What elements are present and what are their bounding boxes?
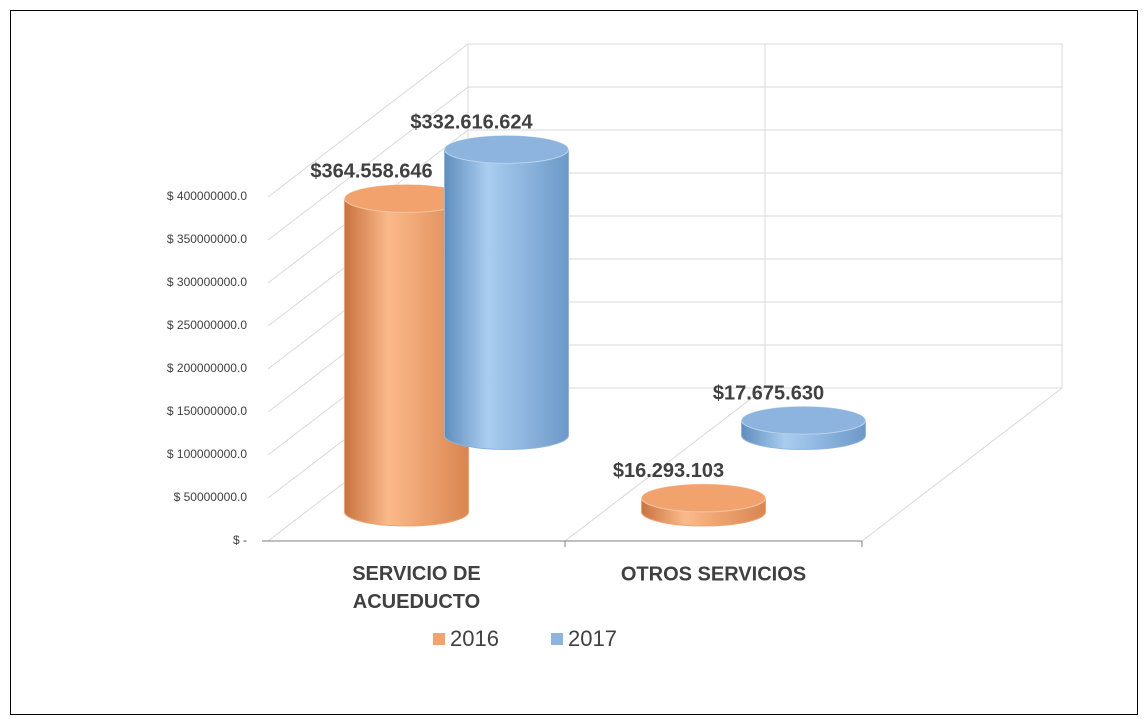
bar: [641, 497, 766, 527]
bar-top: [741, 405, 866, 435]
frame: [10, 10, 1138, 715]
value-label: $17.675.630: [713, 383, 824, 405]
bar-top: [444, 134, 569, 164]
bar-top: [641, 483, 766, 513]
x-tick-label-line: SERVICIO DE: [352, 563, 481, 585]
grid-line: [267, 86, 469, 241]
x-tick-label-line: ACUEDUCTO: [353, 591, 480, 613]
x-tick-label: SERVICIO DE ACUEDUCTO: [352, 563, 481, 613]
y-tick-label: $ 200000000.0: [167, 361, 247, 375]
y-tick-label: $ 50000000.0: [174, 490, 248, 504]
bar: [741, 420, 866, 450]
floor-edge: [564, 387, 766, 542]
y-tick-label: $ 400000000.0: [167, 189, 247, 203]
legend-swatch: [551, 633, 563, 645]
legend-label: 2016: [450, 626, 499, 651]
bar: [444, 149, 569, 450]
value-label: $16.293.103: [613, 460, 724, 482]
y-tick-label: $ 300000000.0: [167, 275, 247, 289]
floor-edge: [861, 387, 1063, 542]
grid-line: [267, 43, 469, 198]
y-tick-label: $ 150000000.0: [167, 404, 247, 418]
bar: [344, 198, 469, 527]
y-tick-label: $ 350000000.0: [167, 232, 247, 246]
y-tick-label: $ -: [233, 533, 247, 547]
value-label: $332.616.624: [410, 112, 533, 134]
x-tick-label: OTROS SERVICIOS: [621, 563, 806, 585]
y-tick-label: $ 250000000.0: [167, 318, 247, 332]
legend-swatch: [433, 633, 445, 645]
y-tick-label: $ 100000000.0: [167, 447, 247, 461]
legend-label: 2017: [568, 626, 617, 651]
value-label: $364.558.646: [310, 161, 432, 183]
